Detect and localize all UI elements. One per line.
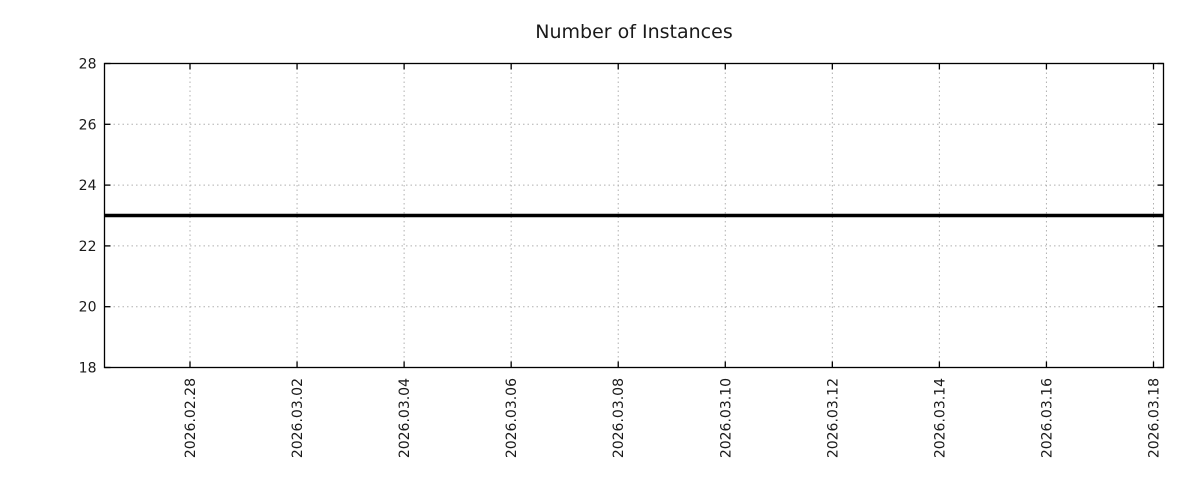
y-axis-tick-label: 24 xyxy=(79,178,97,194)
x-axis-tick-label: 2026.03.10 xyxy=(718,378,734,458)
x-axis-tick-label: 2026.03.04 xyxy=(397,378,413,458)
x-axis-tick-label: 2026.03.08 xyxy=(611,378,627,458)
y-axis-tick-label: 22 xyxy=(79,239,97,255)
x-axis-tick-label: 2026.02.28 xyxy=(183,378,199,458)
x-axis-tick-label: 2026.03.18 xyxy=(1147,378,1163,458)
y-axis-tick-label: 20 xyxy=(79,300,97,316)
y-axis-tick-label: 26 xyxy=(79,117,97,133)
chart-title: Number of Instances xyxy=(535,21,732,43)
x-axis-tick-label: 2026.03.12 xyxy=(825,378,841,458)
tick-layer xyxy=(104,62,1164,369)
y-axis-tick-label: 28 xyxy=(79,57,97,73)
x-axis-tick-label: 2026.03.02 xyxy=(290,378,306,458)
label-layer: 18 20 22 24 26 28 2026.02.28 2026.03.02 2026.03.… xyxy=(79,57,1163,459)
y-axis-tick-label: 18 xyxy=(79,361,97,377)
plot-border xyxy=(103,62,1165,369)
grid-layer xyxy=(104,63,1164,368)
x-axis-tick-label: 2026.03.16 xyxy=(1039,378,1055,458)
x-axis-tick-label: 2026.03.14 xyxy=(932,378,948,458)
x-axis-tick-label: 2026.03.06 xyxy=(504,378,520,458)
